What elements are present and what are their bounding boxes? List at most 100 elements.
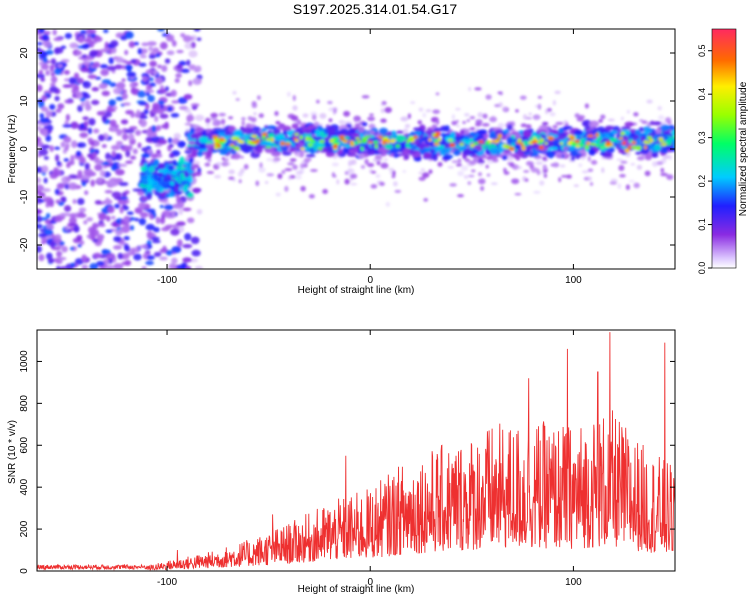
heatmap-cell xyxy=(350,173,358,179)
heatmap-cell xyxy=(146,149,153,154)
heatmap-cell xyxy=(384,107,392,113)
heatmap-cell xyxy=(356,147,362,155)
heatmap-cell xyxy=(348,148,359,154)
heatmap-cell xyxy=(37,136,42,143)
heatmap-cell xyxy=(347,161,352,167)
heatmap-cell xyxy=(654,143,662,151)
heatmap-cell xyxy=(43,30,51,35)
heatmap-cell xyxy=(80,66,90,73)
heatmap-cell xyxy=(241,120,245,127)
heatmap-cell xyxy=(304,157,312,162)
heatmap-cell xyxy=(188,177,194,183)
heatmap-cell xyxy=(627,145,632,150)
heatmap-cell xyxy=(469,160,477,165)
heatmap-cell xyxy=(170,228,180,236)
heatmap-cell xyxy=(129,225,135,231)
heatmap-cell xyxy=(471,169,476,173)
heatmap-cell xyxy=(40,63,50,70)
heatmap-cell xyxy=(374,154,382,160)
heatmap-cell xyxy=(157,138,168,145)
heatmap-cell xyxy=(509,162,515,168)
heatmap-cell xyxy=(555,121,564,125)
heatmap-cell xyxy=(121,78,126,82)
heatmap-cell xyxy=(63,70,70,75)
heatmap-cell xyxy=(45,94,52,98)
heatmap-cell xyxy=(37,177,42,184)
heatmap-cell xyxy=(125,252,136,256)
heatmap-cell xyxy=(380,108,385,114)
heatmap-cell xyxy=(171,40,177,47)
heatmap-cell xyxy=(549,146,559,151)
heatmap-cell xyxy=(142,75,148,82)
heatmap-cell xyxy=(115,140,123,146)
heatmap-cell xyxy=(70,154,75,163)
heatmap-cell xyxy=(532,114,541,120)
heatmap-cell xyxy=(402,170,407,173)
heatmap-cell xyxy=(655,128,662,135)
heatmap-cell xyxy=(87,74,97,79)
heatmap-cell xyxy=(253,130,261,135)
heatmap-cell xyxy=(42,129,48,137)
heatmap-cell xyxy=(178,105,188,111)
heatmap-cell xyxy=(148,54,156,59)
heatmap-cell xyxy=(576,117,584,122)
heatmap-cell xyxy=(549,112,556,117)
heatmap-cell xyxy=(620,126,631,130)
heatmap-cell xyxy=(161,65,168,72)
heatmap-cell xyxy=(511,178,520,183)
heatmap-cell xyxy=(432,154,438,162)
heatmap-cell xyxy=(185,127,190,133)
heatmap-cell xyxy=(149,77,154,82)
heatmap-cell xyxy=(616,158,623,161)
heatmap-cell xyxy=(41,165,49,173)
heatmap-cell xyxy=(256,95,261,101)
heatmap-cell xyxy=(266,157,274,162)
heatmap-cell xyxy=(191,249,201,257)
heatmap-cell xyxy=(633,112,639,117)
heatmap-cell xyxy=(497,133,503,139)
heatmap-cell xyxy=(455,107,461,111)
heatmap-cell xyxy=(400,116,409,122)
heatmap-cell xyxy=(619,174,626,178)
heatmap-cell xyxy=(130,111,136,118)
heatmap-cell xyxy=(101,144,107,149)
heatmap-cell xyxy=(49,65,55,73)
heatmap-cell xyxy=(194,65,202,73)
heatmap-cell xyxy=(176,239,183,247)
heatmap-cell xyxy=(117,199,128,205)
heatmap-cell xyxy=(417,120,423,125)
heatmap-cell xyxy=(584,103,590,109)
heatmap-cell xyxy=(77,35,85,44)
heatmap-cell xyxy=(368,130,376,135)
heatmap-cell xyxy=(548,151,554,159)
heatmap-cell xyxy=(122,102,131,106)
heatmap-cell xyxy=(38,148,49,156)
heatmap-cell xyxy=(385,201,391,207)
heatmap-cell xyxy=(377,147,387,153)
heatmap-cell xyxy=(544,141,548,145)
heatmap-cell xyxy=(165,249,173,256)
heatmap-cell xyxy=(410,101,416,105)
heatmap-cell xyxy=(124,128,135,134)
heatmap-cell xyxy=(294,132,300,136)
heatmap-cell xyxy=(64,226,69,231)
heatmap-cell xyxy=(45,202,50,208)
heatmap-cell xyxy=(77,105,83,112)
heatmap-cell xyxy=(256,146,263,154)
heatmap-cell xyxy=(396,148,405,153)
heatmap-cell xyxy=(573,184,579,187)
heatmap-cell xyxy=(83,168,94,176)
heatmap-cell xyxy=(486,159,494,164)
heatmap-cell xyxy=(579,143,584,148)
heatmap-cell xyxy=(357,126,365,133)
heatmap-cell xyxy=(68,77,76,85)
heatmap-cell xyxy=(99,64,108,69)
heatmap-cell xyxy=(145,260,154,266)
heatmap-cell xyxy=(59,212,66,217)
heatmap-cell xyxy=(141,179,149,185)
heatmap-cell xyxy=(451,160,460,164)
heatmap-cell xyxy=(228,176,235,180)
y-tick-label: 200 xyxy=(19,520,30,537)
heatmap-cell xyxy=(661,157,667,164)
heatmap-cell xyxy=(292,95,296,101)
